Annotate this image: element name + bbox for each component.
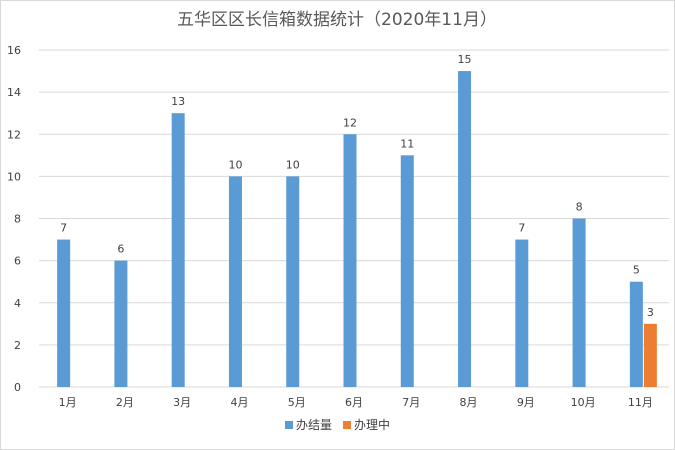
x-tick-label: 11月 [628, 396, 653, 409]
data-label: 7 [60, 222, 67, 235]
x-tick-label: 9月 [517, 396, 535, 409]
legend-swatch [285, 421, 293, 429]
bar [643, 323, 657, 387]
data-label: 10 [228, 158, 242, 171]
y-tick-label: 4 [14, 297, 21, 310]
y-tick-label: 16 [7, 44, 21, 57]
chart-title: 五华区区长信箱数据统计（2020年11月） [177, 10, 497, 30]
legend-swatch [343, 421, 351, 429]
bars [57, 71, 657, 387]
y-tick-label: 6 [14, 255, 21, 268]
y-tick-label: 14 [7, 86, 21, 99]
x-tick-label: 8月 [460, 396, 478, 409]
bar [114, 260, 128, 387]
x-tick-label: 1月 [59, 396, 77, 409]
bar [171, 113, 185, 387]
bar [57, 239, 71, 387]
bar [400, 155, 414, 387]
y-tick-label: 10 [7, 170, 21, 183]
bar [572, 218, 586, 387]
x-tick-label: 7月 [402, 396, 420, 409]
data-label: 6 [117, 243, 124, 256]
bar [458, 71, 472, 387]
x-tick-label: 6月 [345, 396, 363, 409]
data-label: 11 [400, 137, 414, 150]
bar [629, 281, 643, 387]
data-label: 13 [171, 95, 185, 108]
data-label: 10 [286, 158, 300, 171]
x-tick-label: 2月 [116, 396, 134, 409]
bar [228, 176, 242, 387]
legend: 办结量 办理中 [285, 417, 390, 432]
data-label: 5 [633, 264, 640, 277]
data-label: 3 [647, 306, 654, 319]
legend-label: 办理中 [354, 417, 390, 432]
y-tick-label: 0 [14, 381, 21, 394]
x-tick-label: 5月 [288, 396, 306, 409]
bar [343, 134, 357, 387]
x-tick-label: 10月 [571, 396, 596, 409]
data-label: 8 [576, 201, 583, 214]
y-tick-label: 2 [14, 339, 21, 352]
y-tick-label: 12 [7, 128, 21, 141]
data-label: 15 [458, 53, 472, 66]
legend-label: 办结量 [296, 417, 332, 432]
data-label: 12 [343, 116, 357, 129]
x-tick-label: 3月 [173, 396, 191, 409]
y-tick-label: 8 [14, 213, 21, 226]
axes: 0 2 4 6 8 10 12 14 16 1月 2月 3月 4月 5月 6月 7月 8月 9月 10月 11月 [7, 44, 653, 409]
x-tick-label: 4月 [230, 396, 248, 409]
data-label: 7 [518, 222, 525, 235]
bar [515, 239, 529, 387]
bar [286, 176, 300, 387]
data-labels: 7 6 13 10 10 12 11 15 7 8 5 3 [60, 53, 654, 319]
